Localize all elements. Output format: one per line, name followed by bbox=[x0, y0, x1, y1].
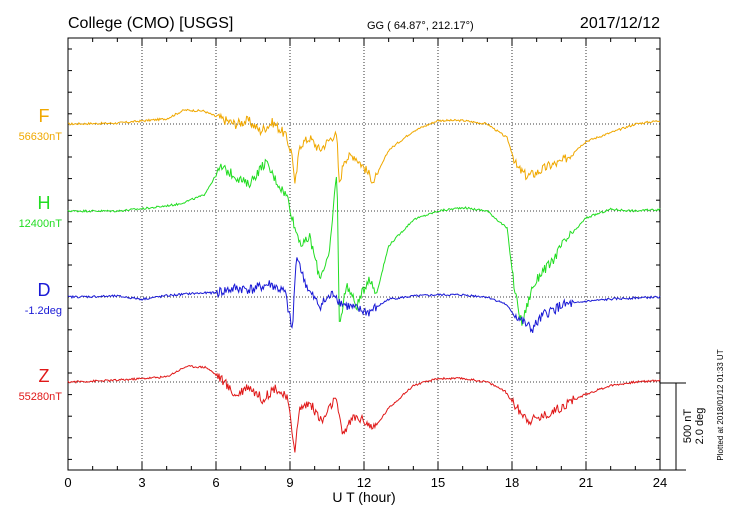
x-tick-label: 21 bbox=[579, 475, 593, 490]
series-baseline-z: 55280nT bbox=[19, 391, 63, 403]
traces bbox=[67, 108, 661, 453]
series-line-z bbox=[67, 364, 661, 453]
series-line-h bbox=[67, 158, 661, 326]
date-label: 2017/12/12 bbox=[580, 15, 660, 32]
series-line-d bbox=[67, 257, 661, 333]
series-baseline-f: 56630nT bbox=[19, 131, 63, 143]
x-tick-label: 12 bbox=[357, 475, 371, 490]
series-line-f bbox=[67, 108, 661, 184]
x-tick-label: 3 bbox=[138, 475, 145, 490]
series-name-f: F bbox=[39, 106, 50, 126]
x-axis-label: U T (hour) bbox=[332, 489, 395, 505]
axis-ticks bbox=[67, 38, 661, 470]
x-tick-label: 24 bbox=[653, 475, 667, 490]
scale-label-nt: 500 nT bbox=[682, 409, 694, 444]
series-baseline-d: -1.2deg bbox=[25, 305, 62, 317]
x-tick-label: 15 bbox=[431, 475, 445, 490]
series-name-d: D bbox=[38, 280, 51, 300]
x-tick-labels: 0 3 6 9 12 15 18 21 24 bbox=[64, 475, 667, 490]
grid bbox=[68, 38, 660, 470]
x-tick-label: 9 bbox=[286, 475, 293, 490]
coordinates-label: GG ( 64.87°, 212.17°) bbox=[367, 20, 474, 32]
series-labels: F 56630nT H 12400nT D -1.2deg Z 55280nT bbox=[19, 106, 63, 403]
x-tick-label: 0 bbox=[64, 475, 71, 490]
scale-bar: 500 nT 2.0 deg bbox=[660, 382, 706, 471]
station-title: College (CMO) [USGS] bbox=[68, 15, 233, 32]
x-tick-label: 18 bbox=[505, 475, 519, 490]
series-name-z: Z bbox=[39, 366, 50, 386]
series-baseline-h: 12400nT bbox=[19, 218, 63, 230]
scale-label-deg: 2.0 deg bbox=[694, 408, 706, 445]
x-tick-label: 6 bbox=[212, 475, 219, 490]
plotted-timestamp: Plotted at 2018/01/12 01:33 UT bbox=[716, 349, 725, 460]
series-name-h: H bbox=[38, 193, 51, 213]
